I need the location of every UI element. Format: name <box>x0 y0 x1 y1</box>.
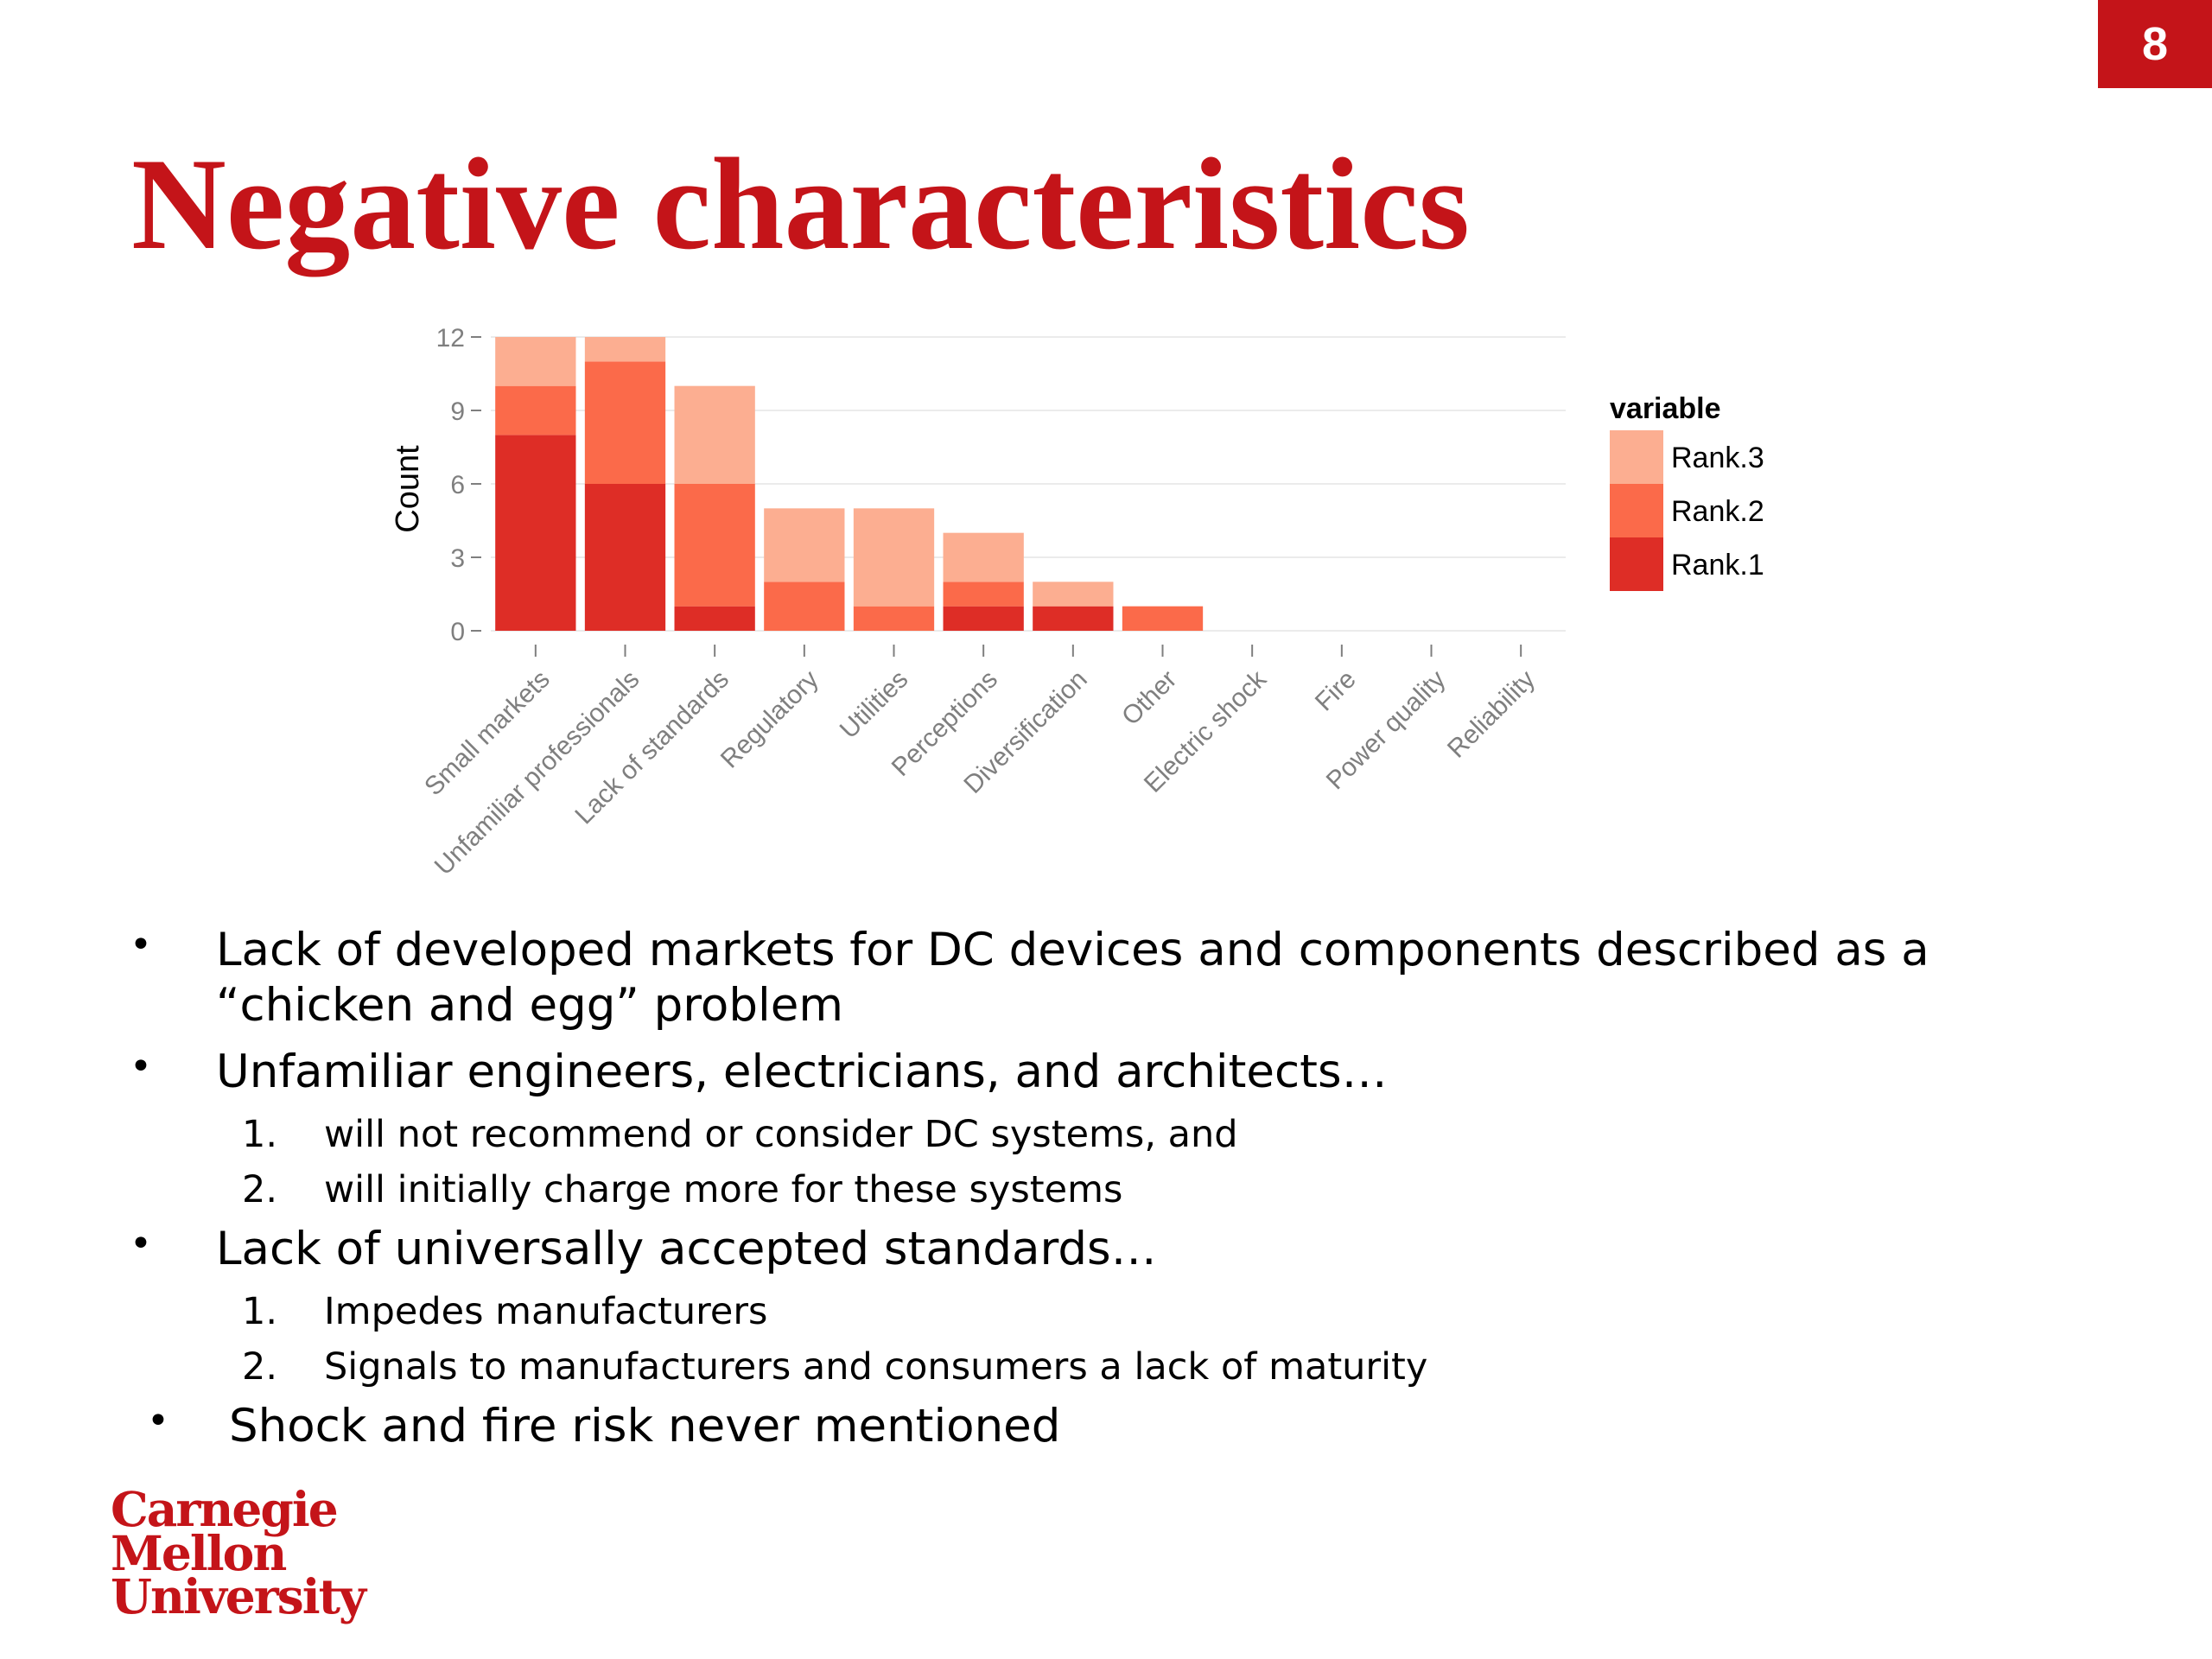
sub-item: 2. will initially charge more for these … <box>130 1167 2117 1214</box>
logo-line: Mellon <box>111 1524 287 1581</box>
bar-segment <box>764 508 845 582</box>
bullet-text: Shock and fire risk never mentioned <box>229 1400 1061 1453</box>
x-tick-label: Lack of standards <box>569 665 734 830</box>
y-tick-label: 3 <box>450 544 465 573</box>
bar-segment <box>943 532 1024 582</box>
sub-item-number: 2. <box>242 1344 278 1389</box>
bar-segment <box>495 385 576 435</box>
y-tick-label: 6 <box>450 471 465 499</box>
bar-segment <box>584 484 666 631</box>
x-tick-label: Reliability <box>1442 665 1541 764</box>
bullet-item: • Lack of universally accepted standards… <box>130 1222 2117 1277</box>
bar-segment <box>674 484 755 607</box>
logo-line: University <box>111 1568 366 1625</box>
bar-segment <box>764 582 845 631</box>
bar-segment <box>495 337 576 386</box>
y-tick-label: 9 <box>450 397 465 426</box>
legend-swatch <box>1610 484 1663 537</box>
legend-swatch <box>1610 537 1663 591</box>
sub-item-number: 2. <box>242 1167 278 1211</box>
sub-item: 2. Signals to manufacturers and consumer… <box>130 1344 2117 1391</box>
bullet-text: Unfamiliar engineers, electricians, and … <box>216 1046 1388 1099</box>
bar-segment <box>1033 606 1114 631</box>
bullet-marker: • <box>130 1045 152 1090</box>
sub-item-text: will initially charge more for these sys… <box>324 1167 1123 1211</box>
x-tick-label: Fire <box>1310 665 1362 717</box>
y-tick-label: 12 <box>436 324 465 353</box>
y-axis-title: Count <box>390 445 426 533</box>
bullet-item: • Unfamiliar engineers, electricians, an… <box>130 1045 2117 1100</box>
bar-segment <box>495 435 576 631</box>
logo-line: Carnegie <box>111 1481 339 1537</box>
legend-title: variable <box>1610 392 1721 425</box>
bar-segment <box>584 361 666 484</box>
bar-segment <box>674 385 755 484</box>
bullet-item: • Lack of developed markets for DC devic… <box>130 923 2117 1033</box>
sub-item-number: 1. <box>242 1112 278 1156</box>
bar-segment <box>943 606 1024 631</box>
legend-label: Rank.2 <box>1671 495 1764 528</box>
bar-segment <box>584 337 666 362</box>
bullet-text: Lack of developed markets for DC devices… <box>216 924 1929 1032</box>
sub-item-text: will not recommend or consider DC system… <box>324 1112 1238 1156</box>
bar-segment <box>853 508 935 607</box>
x-tick-label: Utilities <box>835 665 914 745</box>
legend-swatch <box>1610 430 1663 484</box>
university-logo: Carnegie Mellon University <box>111 1481 366 1625</box>
sub-item: 1. will not recommend or consider DC sys… <box>130 1112 2117 1159</box>
bar-segment <box>1033 582 1114 607</box>
bar-segment <box>853 606 935 631</box>
bar-segment <box>674 606 755 631</box>
bar-segment <box>1122 606 1204 631</box>
bullet-marker: • <box>147 1399 169 1444</box>
slide-title: Negative characteristics <box>131 131 1470 276</box>
bullet-marker: • <box>130 1222 152 1267</box>
bar-segment <box>943 582 1024 607</box>
x-tick-label: Regulatory <box>715 665 824 774</box>
bullet-item: • Shock and fire risk never mentioned <box>130 1399 2117 1454</box>
page-number: 8 <box>2098 0 2212 88</box>
sub-item: 1. Impedes manufacturers <box>130 1289 2117 1336</box>
y-tick-label: 0 <box>450 618 465 646</box>
sub-item-text: Impedes manufacturers <box>324 1289 768 1333</box>
sub-item-number: 1. <box>242 1289 278 1333</box>
bullet-list: • Lack of developed markets for DC devic… <box>130 923 2117 1466</box>
x-tick-label: Other <box>1116 665 1182 731</box>
legend-label: Rank.3 <box>1671 442 1764 474</box>
sub-item-text: Signals to manufacturers and consumers a… <box>324 1344 1428 1389</box>
bullet-marker: • <box>130 923 152 967</box>
legend-label: Rank.1 <box>1671 549 1764 582</box>
bullet-text: Lack of universally accepted standards… <box>216 1223 1157 1276</box>
